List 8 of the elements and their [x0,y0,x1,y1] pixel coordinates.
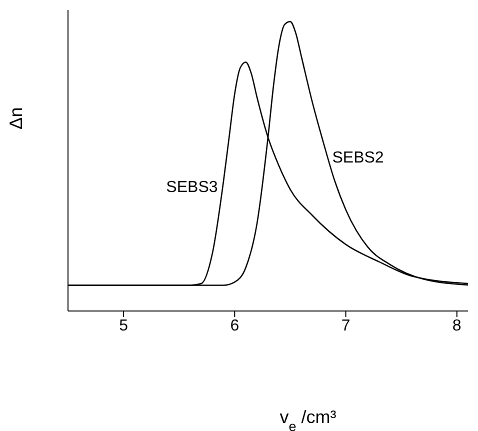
series-label: SEBS3 [166,178,218,196]
x-tick-label: 6 [230,317,240,334]
x-axis-title: v$_{e}$ /cm³ [280,407,336,431]
x-tick-label: 8 [452,317,462,334]
x-tick-label: 7 [341,317,350,334]
x-tick-label: 5 [119,317,128,334]
y-axis-title: Δn [6,107,26,130]
series-label: SEBS2 [332,150,384,167]
